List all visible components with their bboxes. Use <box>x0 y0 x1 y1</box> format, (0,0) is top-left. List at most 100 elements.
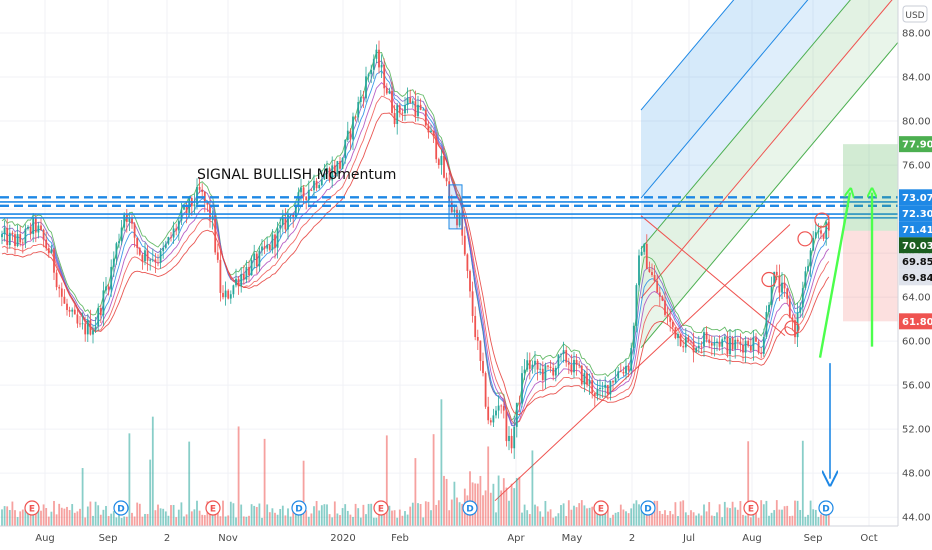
volume-bar <box>261 517 263 526</box>
volume-bar <box>666 515 669 526</box>
candle-body <box>404 105 406 114</box>
currency-label: USD <box>905 11 924 21</box>
candle-body <box>565 350 568 363</box>
vertical-grid <box>44 0 870 526</box>
volume-bar <box>716 512 718 526</box>
volume-bar <box>526 510 529 526</box>
candle-body <box>266 244 269 249</box>
candle-body <box>801 288 804 308</box>
volume-bar <box>674 502 677 526</box>
volume-bar <box>794 500 796 526</box>
volume-bar <box>359 517 362 526</box>
candle-body <box>567 362 570 365</box>
candle-body <box>812 237 815 251</box>
price-tag-bg <box>899 237 932 254</box>
candle-body <box>216 252 219 260</box>
volume-bar <box>521 512 523 526</box>
target-zone-profit <box>843 144 898 231</box>
candle-body <box>367 74 370 77</box>
volume-bar <box>419 504 422 526</box>
candle-body <box>632 325 635 349</box>
volume-bar <box>89 501 92 526</box>
price-tag-label: 71.41 <box>902 225 932 236</box>
candle-body <box>765 311 768 337</box>
candle-body <box>708 339 711 344</box>
candle-body <box>466 254 469 271</box>
volume-bar <box>687 515 690 526</box>
x-tick-label: Sep <box>99 533 118 544</box>
volume-bar <box>601 511 604 526</box>
candle-body <box>315 180 318 189</box>
volume-bar <box>417 503 419 526</box>
candle-body <box>744 340 747 353</box>
volume-bar <box>154 510 157 526</box>
candle-body <box>32 218 35 235</box>
volume-bar <box>469 471 471 526</box>
candle-body <box>736 339 739 342</box>
candle-body <box>242 274 245 280</box>
volume-bar <box>268 512 271 526</box>
candle-body <box>710 343 713 346</box>
candle-body <box>593 393 596 396</box>
volume-bar <box>508 500 510 526</box>
candle-body <box>318 185 321 189</box>
candle-body <box>544 365 547 381</box>
candle-body <box>53 249 55 273</box>
candle-body <box>606 384 609 395</box>
candle-body <box>42 229 45 240</box>
price-tag: 69.84 <box>899 269 932 286</box>
candle-body <box>575 359 578 366</box>
volume-bar <box>216 505 219 526</box>
candle-body <box>97 308 100 327</box>
candle-body <box>695 347 698 353</box>
candle-body <box>677 333 679 339</box>
candle-body <box>536 360 539 370</box>
candle-body <box>73 309 76 315</box>
volume-bar <box>445 478 448 526</box>
candle-body <box>196 186 198 205</box>
volume-bar <box>458 502 461 526</box>
candle-body <box>81 323 84 325</box>
candle-body <box>276 228 279 248</box>
candle-body <box>396 105 399 125</box>
candle-body <box>690 341 692 343</box>
volume-bar <box>55 514 58 526</box>
volume-bar <box>682 500 685 526</box>
candle-body <box>341 157 344 169</box>
highlight-circles <box>761 212 830 336</box>
candle-body <box>762 336 765 354</box>
currency-badge[interactable] <box>902 5 928 23</box>
consolidation-box <box>448 184 463 230</box>
candle-body <box>292 214 295 217</box>
volume-bar <box>591 506 594 526</box>
highlight-circle <box>814 212 830 228</box>
candle-body <box>118 241 120 244</box>
candle-body <box>476 337 479 341</box>
event-marker-circle <box>373 500 389 516</box>
event-markers: EDEDEDEDEDE <box>24 500 932 516</box>
volume-bar <box>612 514 614 526</box>
candle-body <box>718 341 721 347</box>
horizontal-levels <box>0 184 898 230</box>
candle-body <box>515 402 518 427</box>
candle-body <box>336 161 339 174</box>
volume-bar <box>783 506 786 526</box>
candle-body <box>463 235 466 255</box>
volume-bar <box>822 515 825 526</box>
candle-body <box>505 410 508 442</box>
candle-body <box>219 259 222 293</box>
candle-body <box>674 327 677 339</box>
event-marker-circle <box>205 500 221 516</box>
volume-bar <box>73 512 76 526</box>
volume-bar <box>1 509 3 526</box>
candle-body <box>716 341 718 343</box>
volume-bar <box>588 507 591 526</box>
candle-body <box>349 130 352 140</box>
candle-body <box>489 420 492 423</box>
volume-bar <box>310 513 313 526</box>
volume-bar <box>76 511 79 526</box>
pitchfork-line-3 <box>640 0 893 299</box>
volume-bar <box>341 508 344 526</box>
candle-body <box>796 312 799 338</box>
